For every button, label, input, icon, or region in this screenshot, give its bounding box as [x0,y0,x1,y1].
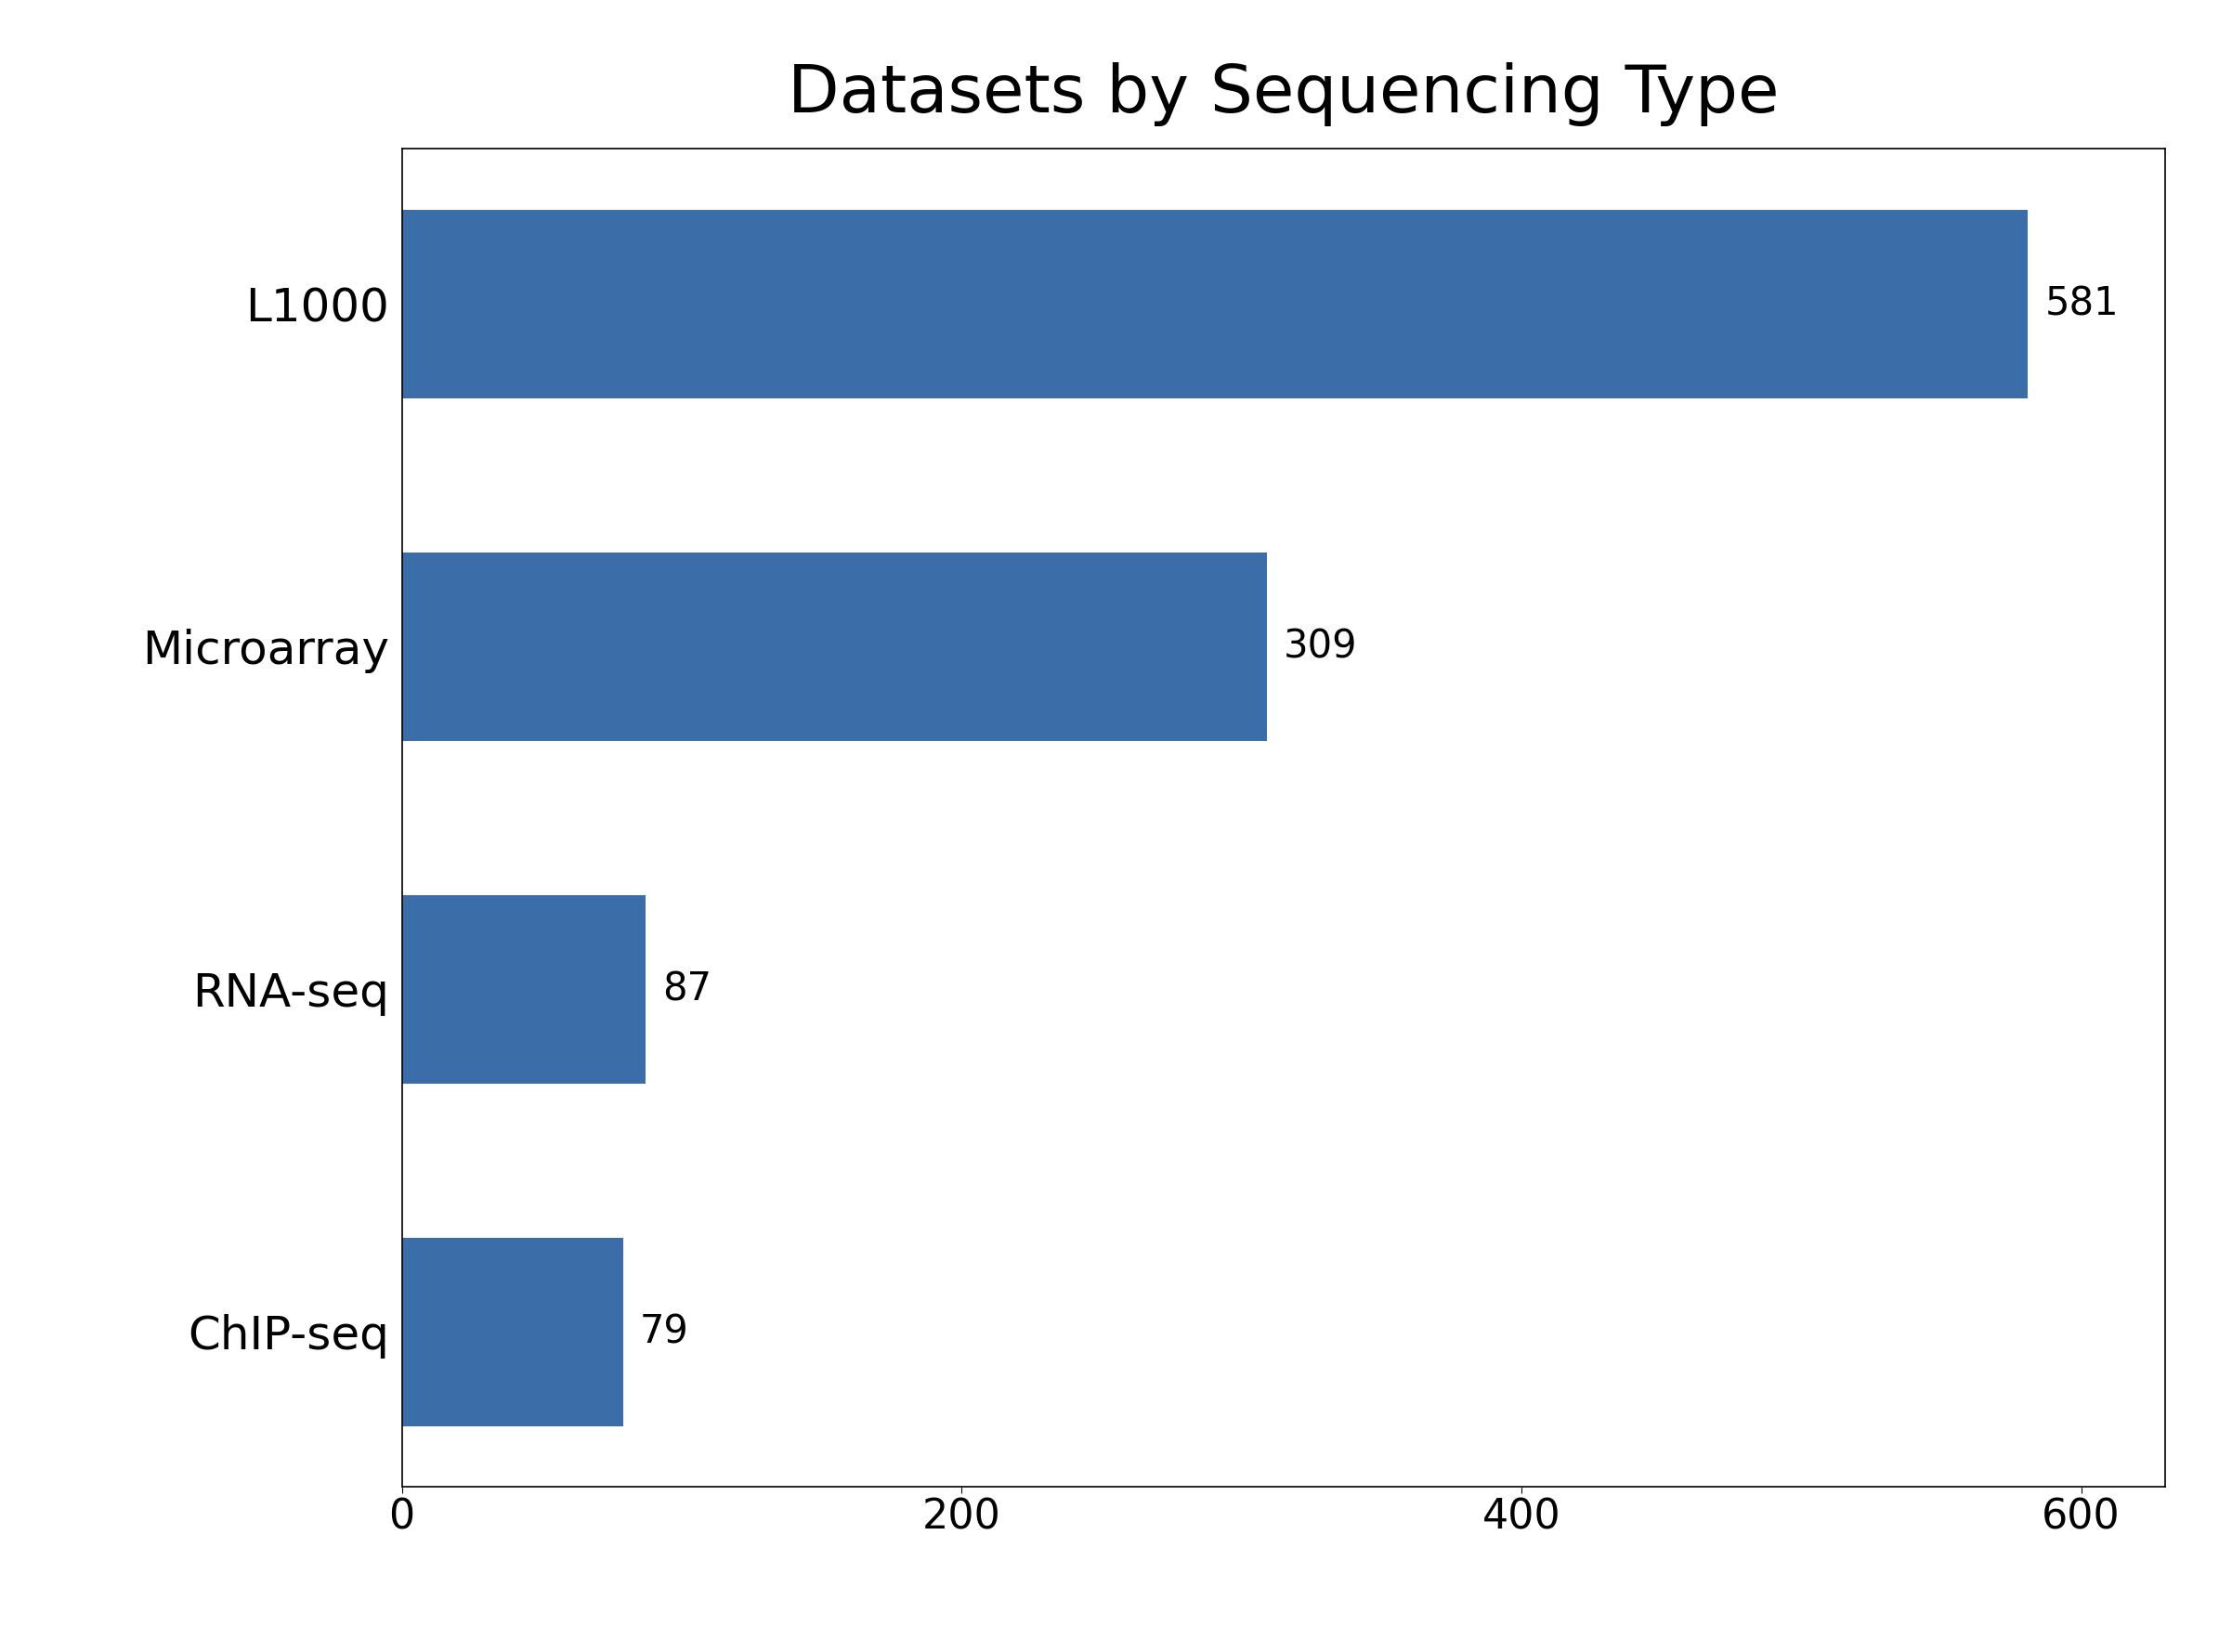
Bar [402,1237,623,1426]
Title: Datasets by Sequencing Type: Datasets by Sequencing Type [788,63,1779,127]
Text: 309: 309 [1283,626,1357,666]
Text: 79: 79 [641,1312,690,1351]
Bar [402,210,2029,398]
Text: 87: 87 [663,970,712,1009]
Bar [402,552,1266,740]
Bar [402,895,645,1084]
Text: 581: 581 [2045,284,2118,324]
